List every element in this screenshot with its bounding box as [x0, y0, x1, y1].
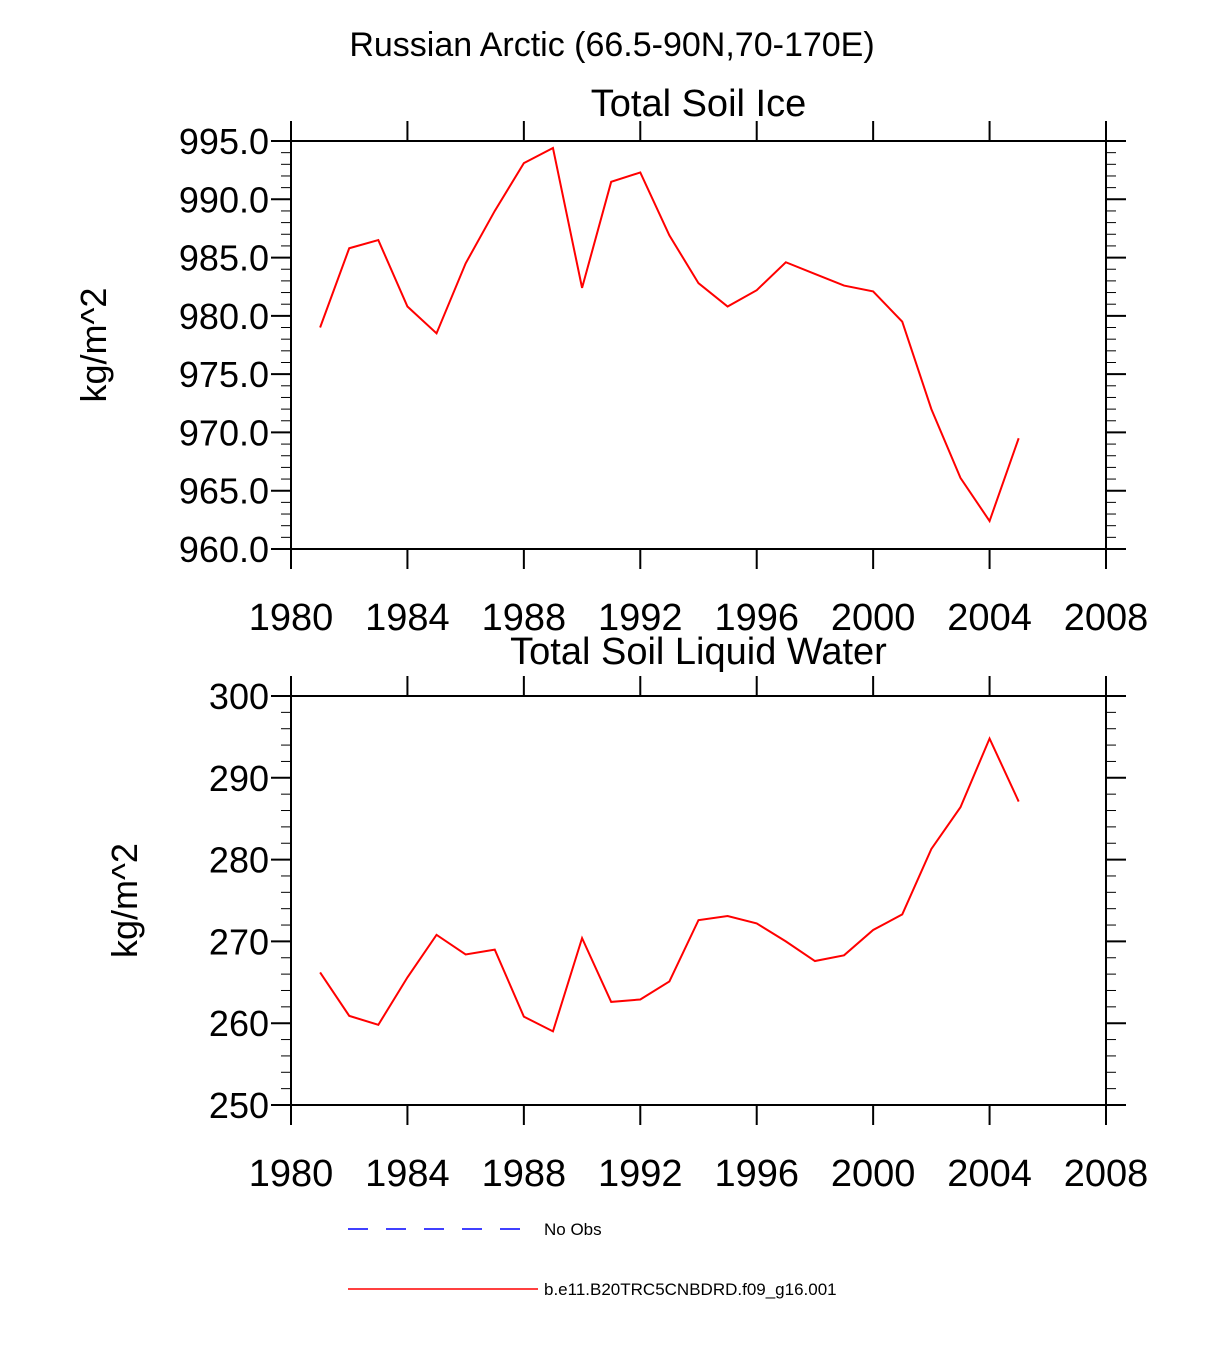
- legend-model-label: b.e11.B20TRC5CNBDRD.f09_g16.001: [544, 1280, 837, 1299]
- y-tick-label: 300: [209, 676, 269, 717]
- panel-total-soil-liquid-water: Total Soil Liquid Water 250 260 270 280 290 30…: [104, 631, 1148, 1195]
- y-tick-label: 280: [209, 840, 269, 881]
- x-tick-label: 1992: [598, 597, 683, 639]
- x-tick-label: 1996: [714, 1153, 799, 1195]
- x-tick-label: 1984: [365, 1153, 450, 1195]
- y-tick-label: 985.0: [179, 238, 269, 279]
- x-tick-label: 2000: [831, 597, 916, 639]
- series-line: [319, 736, 1020, 1033]
- y-axis-label: kg/m^2: [73, 288, 114, 403]
- x-tick-label: 1980: [249, 1153, 334, 1195]
- x-tick-label: 1984: [365, 597, 450, 639]
- legend: No Obs b.e11.B20TRC5CNBDRD.f09_g16.001: [348, 1220, 837, 1299]
- y-tick-label: 270: [209, 921, 269, 962]
- x-tick-label: 2008: [1064, 597, 1149, 639]
- x-tick-label: 2000: [831, 1153, 916, 1195]
- chart-title: Total Soil Ice: [591, 83, 806, 125]
- legend-obs-label: No Obs: [544, 1220, 602, 1239]
- y-tick-label: 290: [209, 758, 269, 799]
- y-tick-label: 965.0: [179, 471, 269, 512]
- y-tick-label: 250: [209, 1085, 269, 1126]
- panel-total-soil-ice: Total Soil Ice 960.0 965.0 970.0 975.0 980.0 9…: [73, 83, 1148, 639]
- y-tick-label: 980.0: [179, 296, 269, 337]
- x-tick-label: 2004: [947, 597, 1032, 639]
- y-tick-label: 975.0: [179, 354, 269, 395]
- x-tick-label: 1980: [249, 597, 334, 639]
- x-tick-label: 1996: [714, 597, 799, 639]
- y-axis-label: kg/m^2: [104, 843, 145, 958]
- x-tick-label: 1988: [482, 597, 567, 639]
- x-tick-label: 1988: [482, 1153, 567, 1195]
- x-tick-label: 1992: [598, 1153, 683, 1195]
- y-tick-label: 995.0: [179, 121, 269, 162]
- chart-title: Total Soil Liquid Water: [510, 631, 887, 673]
- plot-frame: [290, 695, 1107, 1106]
- y-tick-label: 990.0: [179, 179, 269, 220]
- x-tick-label: 2004: [947, 1153, 1032, 1195]
- series-line: [319, 146, 1020, 524]
- x-tick-label: 2008: [1064, 1153, 1149, 1195]
- y-tick-label: 970.0: [179, 412, 269, 453]
- y-tick-label: 260: [209, 1003, 269, 1044]
- plot-frame: [290, 140, 1107, 550]
- y-tick-label: 960.0: [179, 529, 269, 570]
- figure-title: Russian Arctic (66.5-90N,70-170E): [349, 26, 874, 64]
